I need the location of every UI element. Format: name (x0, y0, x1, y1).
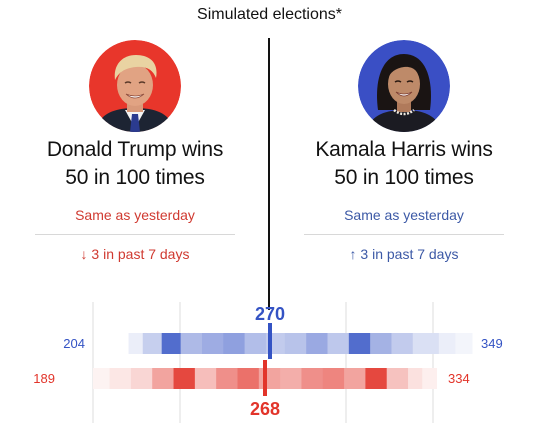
harris-distribution-bin (455, 333, 473, 354)
trump-distribution-bin (422, 368, 437, 389)
harris-weekly-change: ↑ 3 in past 7 days (349, 246, 459, 262)
trump-daily-change: Same as yesterday (75, 207, 195, 223)
trump-divider-rule (35, 234, 235, 235)
center-divider (268, 38, 270, 310)
median-markers (263, 323, 272, 396)
harris-portrait (358, 40, 450, 132)
harris-median-marker (268, 323, 272, 359)
harris-distribution-bin (180, 333, 203, 354)
candidate-harris: Kamala Harris wins 50 in 100 times Same … (304, 40, 504, 263)
harris-odds-line: 50 in 100 times (334, 166, 474, 189)
trump-max-label: 334 (448, 371, 470, 386)
harris-distribution-bin (348, 333, 371, 354)
chart-labels: 204 349 189 334 270 268 (33, 304, 502, 419)
electoral-vote-distribution-chart: 204 349 189 334 270 268 (33, 302, 503, 423)
harris-distribution-bin (128, 333, 144, 354)
distribution-bins (93, 333, 473, 389)
trump-distribution-bin (258, 368, 281, 389)
trump-min-label: 189 (33, 371, 55, 386)
harris-distribution-bin (327, 333, 350, 354)
harris-distribution-bin (201, 333, 224, 354)
harris-distribution-bin (161, 333, 182, 354)
harris-median-label: 270 (255, 304, 285, 324)
harris-distribution-bin (284, 333, 307, 354)
trump-median-marker (263, 360, 267, 396)
trump-weekly-change: ↓ 3 in past 7 days (80, 246, 190, 262)
harris-min-label: 204 (63, 336, 85, 351)
trump-distribution-bin (194, 368, 217, 389)
candidate-trump: Donald Trump wins 50 in 100 times Same a… (35, 40, 235, 263)
trump-distribution-bin (365, 368, 388, 389)
trump-distribution-bin (152, 368, 175, 389)
trump-median-label: 268 (250, 399, 280, 419)
grid-lines (92, 302, 434, 423)
harris-name-line: Kamala Harris wins (315, 138, 493, 161)
trump-distribution-bin (93, 368, 111, 389)
trump-portrait (89, 40, 181, 132)
trump-portrait-image (89, 40, 181, 132)
chart-title: Simulated elections* (197, 6, 342, 23)
harris-distribution-bin (391, 333, 414, 354)
trump-distribution-bin (322, 368, 345, 389)
harris-distribution-bin (438, 333, 456, 354)
trump-distribution-bin (280, 368, 302, 389)
harris-distribution-bin (370, 333, 392, 354)
harris-daily-change: Same as yesterday (344, 207, 464, 223)
harris-distribution-bin (306, 333, 329, 354)
harris-distribution-bin (412, 333, 440, 354)
trump-odds-line: 50 in 100 times (65, 166, 205, 189)
harris-distribution-bin (244, 333, 267, 354)
trump-distribution-bin (109, 368, 132, 389)
harris-portrait-image (358, 40, 450, 132)
harris-divider-rule (304, 234, 504, 235)
trump-distribution-bin (408, 368, 423, 389)
trump-distribution-bin (344, 368, 366, 389)
trump-distribution-bin (237, 368, 260, 389)
harris-distribution-bin (223, 333, 246, 354)
trump-distribution-bin (301, 368, 324, 389)
harris-distribution-bin (142, 333, 163, 354)
trump-name-line: Donald Trump wins (46, 138, 224, 161)
trump-distribution-bin (386, 368, 409, 389)
harris-max-label: 349 (481, 336, 503, 351)
trump-distribution-bin (173, 368, 196, 389)
trump-distribution-bin (130, 368, 153, 389)
trump-distribution-bin (216, 368, 238, 389)
